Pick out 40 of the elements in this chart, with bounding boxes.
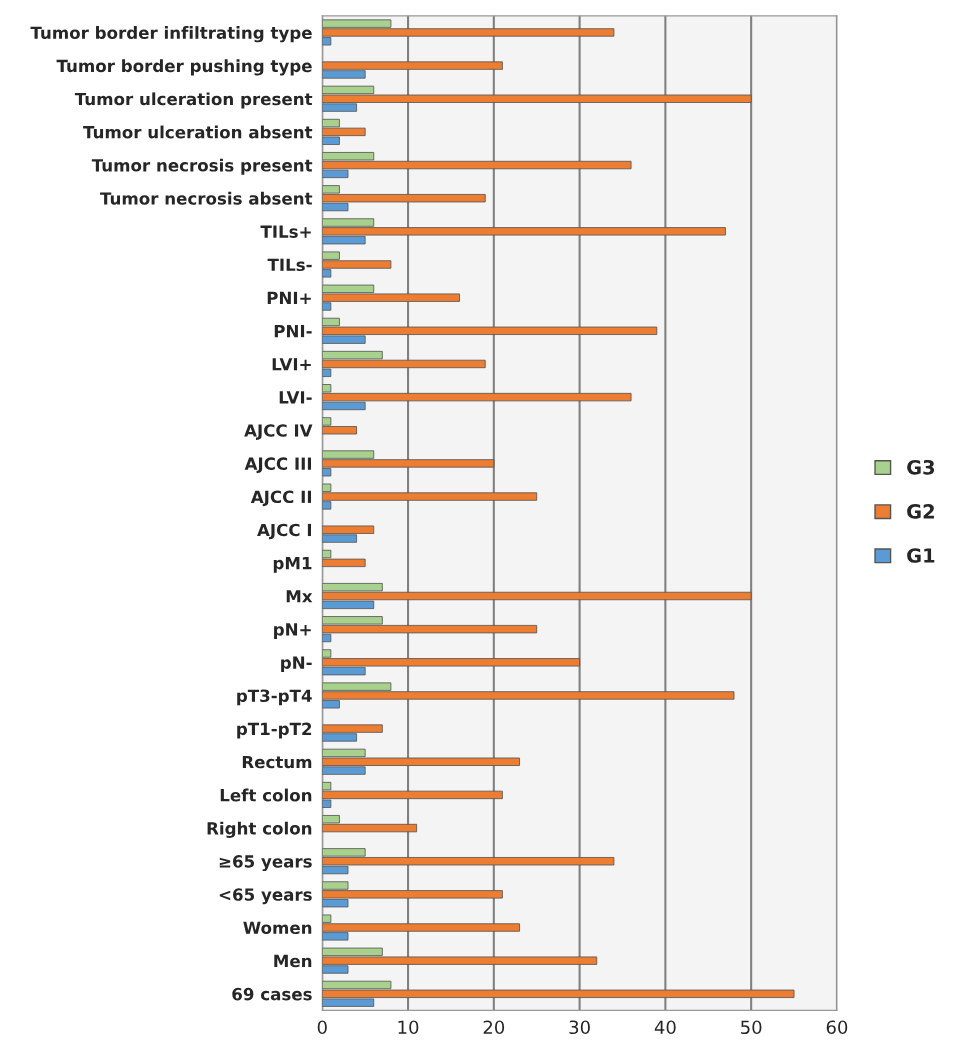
- y-tick-label: pT3-pT4: [237, 689, 312, 706]
- y-tick-label: Tumor border infiltrating type: [30, 26, 312, 43]
- y-tick-label: AJCC I: [257, 523, 312, 540]
- y-tick-label: PNI+: [267, 291, 311, 304]
- x-tick-label: 60: [826, 1020, 848, 1035]
- y-tick-label: pN+: [274, 623, 311, 639]
- legend-label: G3: [907, 459, 935, 475]
- legend-label: G1: [907, 548, 935, 563]
- y-tick-label: pN-: [281, 656, 312, 673]
- y-tick-label: Left colon: [220, 788, 312, 802]
- y-tick-label: Right colon: [207, 821, 312, 838]
- y-tick-label: <65 years: [219, 888, 312, 905]
- y-tick-label: Tumor necrosis absent: [100, 191, 313, 205]
- y-tick-label: Tumor necrosis present: [91, 158, 313, 175]
- y-tick-label: pM1: [273, 557, 312, 573]
- y-tick-label: AJCC IV: [244, 424, 313, 440]
- y-tick-label: Tumor ulceration present: [74, 92, 313, 109]
- y-tick-label: pT1-pT2: [237, 722, 312, 739]
- x-tick-label: 40: [654, 1020, 676, 1035]
- y-tick-label: Men: [274, 954, 312, 968]
- x-tick-label: 20: [483, 1020, 505, 1035]
- y-tick-label: Rectum: [242, 755, 312, 769]
- y-tick-label: Tumor ulceration absent: [83, 125, 313, 139]
- y-tick-label: ≥65 years: [219, 855, 312, 872]
- y-tick-label: AJCC II: [250, 490, 312, 507]
- y-tick-label: 69 cases: [232, 987, 312, 1001]
- x-tick-label: 0: [317, 1020, 327, 1035]
- legend-label: G2: [907, 504, 934, 519]
- y-tick-label: TILs+: [260, 225, 311, 238]
- y-tick-label: LVI-: [279, 391, 312, 404]
- x-tick-label: 50: [741, 1020, 762, 1035]
- y-tick-label: Mx: [286, 590, 313, 603]
- y-tick-label: TILs-: [267, 258, 312, 272]
- y-tick-label: Tumor border pushing type: [56, 59, 312, 76]
- y-tick-label: PNI-: [274, 324, 312, 338]
- x-tick-label: 10: [398, 1020, 419, 1035]
- x-tick-label: 30: [569, 1020, 590, 1035]
- y-tick-label: LVI+: [272, 358, 311, 371]
- y-tick-label: AJCC III: [244, 457, 312, 474]
- y-tick-label: Women: [243, 921, 312, 935]
